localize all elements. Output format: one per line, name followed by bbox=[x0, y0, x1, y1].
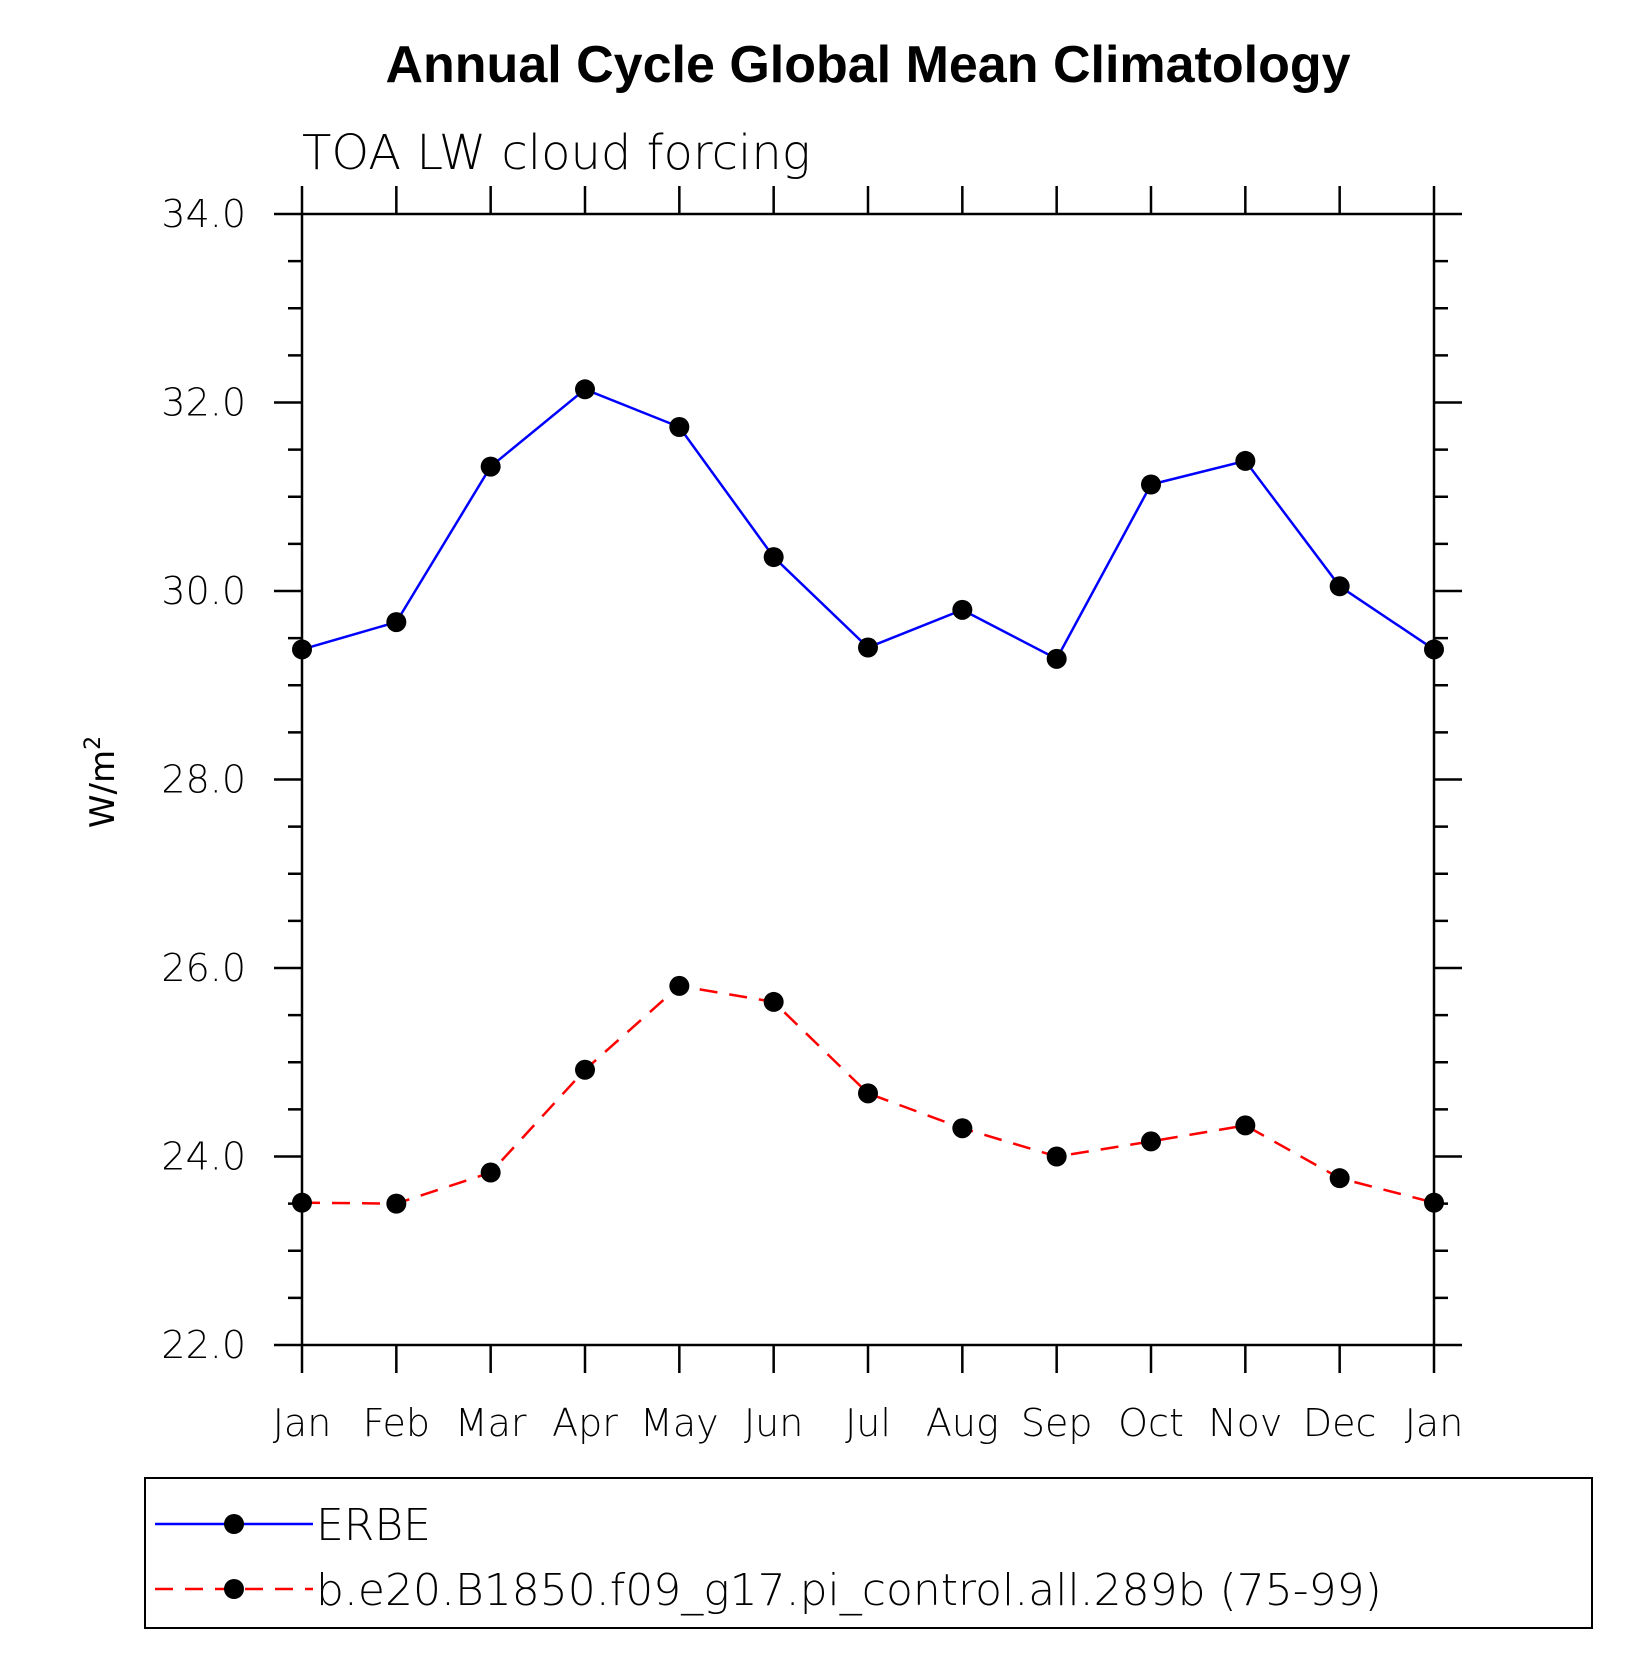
x-tick-label: Feb bbox=[363, 1401, 430, 1445]
legend-box bbox=[144, 1477, 1593, 1629]
data-point bbox=[858, 637, 878, 658]
data-point bbox=[292, 639, 312, 660]
x-tick-label: Jun bbox=[744, 1401, 803, 1445]
data-point bbox=[386, 612, 407, 633]
data-point bbox=[669, 417, 690, 438]
y-tick-label: 22.0 bbox=[161, 1323, 246, 1367]
data-point bbox=[1235, 450, 1256, 471]
x-tick-label: Apr bbox=[552, 1401, 618, 1445]
legend-marker bbox=[224, 1579, 244, 1599]
data-point bbox=[292, 1192, 312, 1213]
y-tick-label: 28.0 bbox=[161, 758, 246, 802]
data-point bbox=[1424, 1192, 1444, 1213]
data-point bbox=[858, 1083, 878, 1104]
data-point bbox=[1141, 474, 1161, 495]
series-2 bbox=[292, 975, 1444, 1214]
series-layer bbox=[292, 379, 1444, 1214]
data-point bbox=[1329, 1168, 1350, 1189]
y-axis-label-unit: W/m bbox=[83, 750, 123, 828]
legend-item-1: ERBE bbox=[155, 1500, 431, 1551]
legend-marker bbox=[224, 1514, 244, 1534]
chart-subtitle: TOA LW cloud forcing bbox=[302, 125, 811, 181]
data-point bbox=[480, 1162, 501, 1183]
chart-title: Annual Cycle Global Mean Climatology bbox=[385, 36, 1350, 94]
data-point bbox=[575, 1059, 595, 1080]
y-tick-label: 34.0 bbox=[161, 192, 246, 236]
x-tick-label: Sep bbox=[1021, 1401, 1093, 1445]
data-point bbox=[1424, 639, 1444, 660]
y-tick-label: 26.0 bbox=[161, 946, 246, 990]
x-tick-label: Jan bbox=[1405, 1401, 1464, 1445]
data-point bbox=[763, 547, 784, 568]
legend-label: ERBE bbox=[316, 1500, 431, 1551]
y-tick-label: 30.0 bbox=[161, 569, 246, 613]
data-point bbox=[386, 1193, 407, 1214]
series-line bbox=[301, 387, 1435, 661]
y-tick-label: 32.0 bbox=[161, 381, 246, 425]
data-point bbox=[1329, 576, 1350, 597]
x-tick-labels: Jan Feb Mar Apr May Jun Jul Aug Sep Oct Nov Dec Jan bbox=[273, 1401, 1464, 1445]
y-axis-label: W/m2 bbox=[81, 736, 123, 828]
y-axis-label-superscript: 2 bbox=[81, 736, 106, 750]
legend-label: b.e20.B1850.f09_g17.pi_control.all.289b … bbox=[316, 1565, 1382, 1616]
y-tick-labels: 22.0 24.0 26.0 28.0 30.0 32.0 34.0 bbox=[161, 192, 246, 1367]
data-point bbox=[669, 975, 690, 996]
legend-item-2: b.e20.B1850.f09_g17.pi_control.all.289b … bbox=[155, 1565, 1382, 1616]
data-point bbox=[952, 599, 973, 620]
x-tick-label: Mar bbox=[455, 1401, 527, 1445]
x-tick-label: Oct bbox=[1118, 1401, 1184, 1445]
data-point bbox=[952, 1118, 973, 1139]
data-point bbox=[763, 991, 784, 1012]
data-point bbox=[1235, 1115, 1256, 1136]
data-point bbox=[1046, 648, 1067, 669]
series-1 bbox=[292, 379, 1444, 669]
tick-marks bbox=[274, 186, 1462, 1373]
x-tick-label: May bbox=[640, 1401, 719, 1445]
x-tick-label: Jul bbox=[845, 1401, 891, 1445]
x-tick-label: Aug bbox=[926, 1401, 999, 1445]
data-point bbox=[1141, 1131, 1161, 1152]
x-tick-label: Dec bbox=[1303, 1401, 1377, 1445]
legend: ERBE b.e20.B1850.f09_g17.pi_control.all.2… bbox=[155, 1500, 1382, 1616]
x-tick-label: Nov bbox=[1208, 1401, 1282, 1445]
x-tick-label: Jan bbox=[273, 1401, 332, 1445]
plot-frame bbox=[300, 212, 1436, 1347]
data-point bbox=[575, 379, 595, 400]
y-tick-label: 24.0 bbox=[161, 1135, 246, 1179]
data-point bbox=[480, 456, 501, 477]
data-point bbox=[1046, 1146, 1067, 1167]
